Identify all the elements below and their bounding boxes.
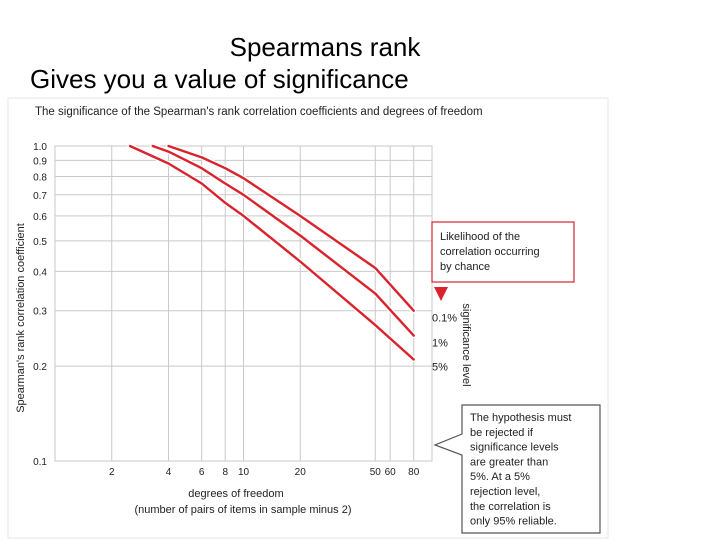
likelihood-annotation-box [431,221,575,283]
slide-title-line2: Gives you a value of significance [30,64,409,94]
rejection-annotation-box [433,404,601,534]
annotation-line: be rejected if [470,427,534,439]
annotation-line: 5%. At a 5% [470,471,530,483]
x-tick-label: 20 [295,467,307,478]
series-lines [127,143,417,362]
x-tick-label: 10 [238,467,250,478]
x-axis-sublabel: (number of pairs of items in sample minu… [134,504,351,516]
slide-title-line1: Spearmans rank [229,32,421,62]
significance-level-label: significance level [460,303,472,386]
series-labels: 0.1% 1% 5% [432,313,457,374]
y-tick-label: 0.1 [33,457,47,468]
x-tick-label: 50 [370,467,382,478]
series-line [151,144,415,337]
y-tick-label: 0.4 [33,267,47,278]
annotation-line: are greater than [470,456,548,468]
y-axis-label: Spearman's rank correlation coefficient [15,223,27,413]
x-tick-label: 60 [385,467,397,478]
annotation-line: rejection level, [470,486,540,498]
down-arrow-icon [434,287,448,301]
annotation-line: Likelihood of the [440,231,520,243]
y-tick-label: 0.8 [33,173,47,184]
series-label: 5% [432,362,448,374]
series-label: 1% [432,338,448,350]
y-tick-label: 0.5 [33,237,47,248]
y-tick-label: 0.3 [33,307,47,318]
annotation-line: The hypothesis must [470,412,572,424]
x-tick-label: 80 [408,467,420,478]
x-axis-label: degrees of freedom [188,488,283,500]
x-tick-label: 6 [199,467,205,478]
series-line [167,144,415,312]
annotation-line: correlation occurring [440,246,540,258]
chart-title: The significance of the Spearman's rank … [35,106,483,118]
annotation-line: by chance [440,261,490,273]
series-label: 0.1% [432,313,457,325]
y-tick-label: 0.9 [33,156,47,167]
y-tick-label: 1.0 [33,142,47,153]
likelihood-annotation-text: Likelihood of the correlation occurring by… [440,231,540,273]
x-tick-label: 8 [222,467,228,478]
y-tick-label: 0.6 [33,212,47,223]
x-tick-label: 4 [166,467,172,478]
y-tick-label: 0.7 [33,191,47,202]
annotation-line: the correlation is [470,501,551,513]
rejection-annotation-text: The hypothesis must be rejected if signifi… [470,412,572,528]
y-tick-labels: 1.0 0.9 0.8 0.7 0.6 0.5 0.4 0.3 0.2 0.1 [33,142,47,468]
series-line [128,144,415,361]
x-tick-label: 2 [109,467,115,478]
chart-grid [54,145,433,462]
y-tick-label: 0.2 [33,362,47,373]
annotation-line: only 95% reliable. [470,516,557,528]
annotation-line: significance levels [470,442,559,454]
x-tick-labels: 2 4 6 8 10 20 50 60 80 [109,467,420,478]
